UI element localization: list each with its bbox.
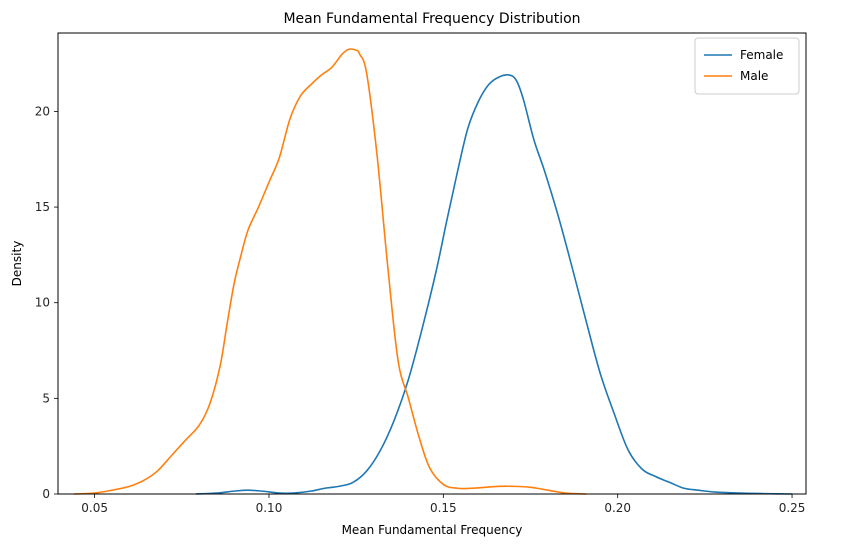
- x-tick-label: 0.10: [256, 501, 283, 515]
- chart-title: Mean Fundamental Frequency Distribution: [283, 11, 580, 27]
- legend-label-female: Female: [740, 48, 783, 62]
- y-axis: 0 5 10 15 20: [35, 104, 58, 501]
- legend: Female Male: [694, 37, 800, 95]
- legend-box: [694, 37, 800, 95]
- y-tick-label: 15: [35, 200, 50, 214]
- y-tick-label: 20: [35, 104, 50, 118]
- x-tick-label: 0.25: [779, 501, 806, 515]
- y-tick-label: 0: [42, 487, 50, 501]
- x-axis-label: Mean Fundamental Frequency: [342, 523, 523, 537]
- curves-layer: [73, 48, 793, 495]
- x-axis: 0.05 0.10 0.15 0.20 0.25: [81, 494, 805, 515]
- x-tick-label: 0.20: [604, 501, 631, 515]
- y-tick-label: 5: [42, 391, 50, 405]
- series-line-female: [195, 74, 793, 495]
- series-line-male: [73, 48, 587, 495]
- x-tick-label: 0.05: [81, 501, 108, 515]
- legend-label-male: Male: [740, 69, 768, 83]
- y-tick-label: 10: [35, 296, 50, 310]
- x-tick-label: 0.15: [430, 501, 457, 515]
- y-axis-label: Density: [10, 241, 24, 287]
- axes-frame: [57, 32, 807, 495]
